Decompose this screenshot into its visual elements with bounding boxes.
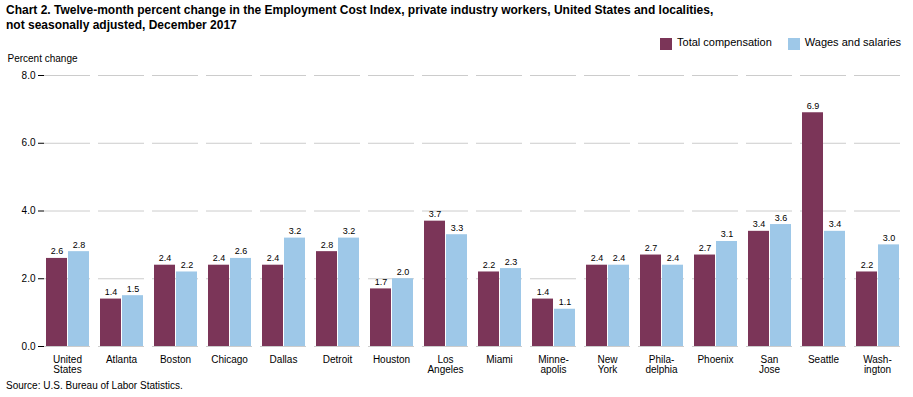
svg-text:2.7: 2.7: [645, 243, 658, 253]
svg-text:2.0: 2.0: [397, 267, 410, 277]
svg-text:Dallas: Dallas: [270, 354, 298, 365]
html-text:Total compensation: Total compensation: [677, 36, 772, 49]
svg-text:2.2: 2.2: [483, 260, 496, 270]
html-text:Chart 2. Twelve-month percent: Chart 2. Twelve-month percent change in …: [6, 3, 714, 32]
svg-text:Phoenix: Phoenix: [697, 354, 733, 365]
svg-text:4.0: 4.0: [22, 205, 36, 216]
svg-text:1.4: 1.4: [105, 287, 118, 297]
svg-text:3.4: 3.4: [753, 219, 766, 229]
svg-text:2.2: 2.2: [861, 260, 874, 270]
svg-text:2.3: 2.3: [505, 257, 518, 267]
svg-text:Houston: Houston: [373, 354, 410, 365]
svg-text:1.7: 1.7: [375, 277, 388, 287]
svg-text:2.4: 2.4: [667, 253, 680, 263]
svg-text:Phila-delphia: Phila-delphia: [645, 354, 678, 375]
svg-text:Wash-ington: Wash-ington: [863, 354, 892, 375]
svg-text:Seattle: Seattle: [808, 354, 840, 365]
svg-text:3.4: 3.4: [829, 219, 842, 229]
svg-text:3.0: 3.0: [883, 233, 896, 243]
svg-text:6.0: 6.0: [22, 137, 36, 148]
svg-text:3.6: 3.6: [775, 213, 788, 223]
svg-text:1.4: 1.4: [537, 287, 550, 297]
svg-text:LosAngeles: LosAngeles: [427, 354, 463, 375]
svg-text:2.8: 2.8: [73, 240, 86, 250]
svg-text:1.5: 1.5: [127, 284, 140, 294]
svg-text:2.8: 2.8: [321, 240, 334, 250]
svg-text:2.7: 2.7: [699, 243, 712, 253]
svg-text:Boston: Boston: [160, 354, 191, 365]
svg-text:2.6: 2.6: [235, 246, 248, 256]
svg-text:Percent change: Percent change: [8, 53, 78, 64]
svg-text:2.4: 2.4: [613, 253, 626, 263]
svg-text:3.2: 3.2: [343, 226, 356, 236]
svg-text:8.0: 8.0: [22, 70, 36, 81]
svg-text:Miami: Miami: [486, 354, 513, 365]
html-text:Source: U.S. Bureau of Labor S: Source: U.S. Bureau of Labor Statistics.: [6, 380, 183, 391]
svg-text:Atlanta: Atlanta: [106, 354, 138, 365]
svg-text:0.0: 0.0: [22, 341, 36, 352]
svg-text:2.4: 2.4: [267, 253, 280, 263]
svg-text:2.4: 2.4: [159, 253, 172, 263]
svg-text:2.4: 2.4: [591, 253, 604, 263]
svg-text:3.3: 3.3: [451, 223, 464, 233]
html-text:Wages and salaries: Wages and salaries: [804, 36, 901, 49]
svg-text:SanJose: SanJose: [759, 354, 781, 375]
svg-text:2.0: 2.0: [22, 273, 36, 284]
svg-text:Detroit: Detroit: [323, 354, 353, 365]
svg-text:2.4: 2.4: [213, 253, 226, 263]
svg-text:2.2: 2.2: [181, 260, 194, 270]
svg-text:2.6: 2.6: [51, 246, 64, 256]
svg-text:Chicago: Chicago: [211, 354, 248, 365]
svg-text:Minne-apolis: Minne-apolis: [538, 354, 569, 375]
svg-text:3.2: 3.2: [289, 226, 302, 236]
svg-text:1.1: 1.1: [559, 297, 572, 307]
svg-text:NewYork: NewYork: [597, 354, 618, 375]
svg-text:UnitedStates: UnitedStates: [53, 354, 82, 375]
svg-text:6.9: 6.9: [807, 101, 820, 111]
svg-text:3.1: 3.1: [721, 229, 734, 239]
svg-text:3.7: 3.7: [429, 209, 442, 219]
